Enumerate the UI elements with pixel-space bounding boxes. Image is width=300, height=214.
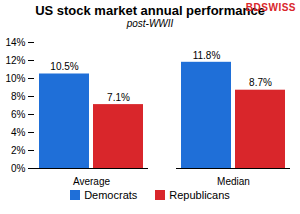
svg-text:8%: 8% (11, 91, 26, 102)
svg-text:7.1%: 7.1% (107, 92, 130, 103)
svg-text:10%: 10% (5, 73, 25, 84)
svg-text:Median: Median (217, 176, 250, 187)
svg-text:8.7%: 8.7% (249, 77, 272, 88)
svg-text:10.5%: 10.5% (50, 61, 78, 72)
svg-text:4%: 4% (11, 127, 26, 138)
svg-text:14%: 14% (5, 37, 25, 48)
html-text:Democrats: Democrats (84, 189, 138, 201)
svg-text:0%: 0% (11, 163, 26, 174)
html-text:Republicans: Republicans (169, 189, 230, 201)
svg-text:12%: 12% (5, 55, 25, 66)
html-text:post-WWII: post-WWII (126, 18, 174, 29)
svg-text:2%: 2% (11, 145, 26, 156)
svg-text:11.8%: 11.8% (193, 50, 221, 61)
html-text:BDSWISS: BDSWISS (245, 2, 296, 13)
svg-text:Average: Average (73, 176, 111, 187)
html-text:US stock market annual perform: US stock market annual performance (35, 3, 265, 18)
svg-text:6%: 6% (11, 109, 26, 120)
